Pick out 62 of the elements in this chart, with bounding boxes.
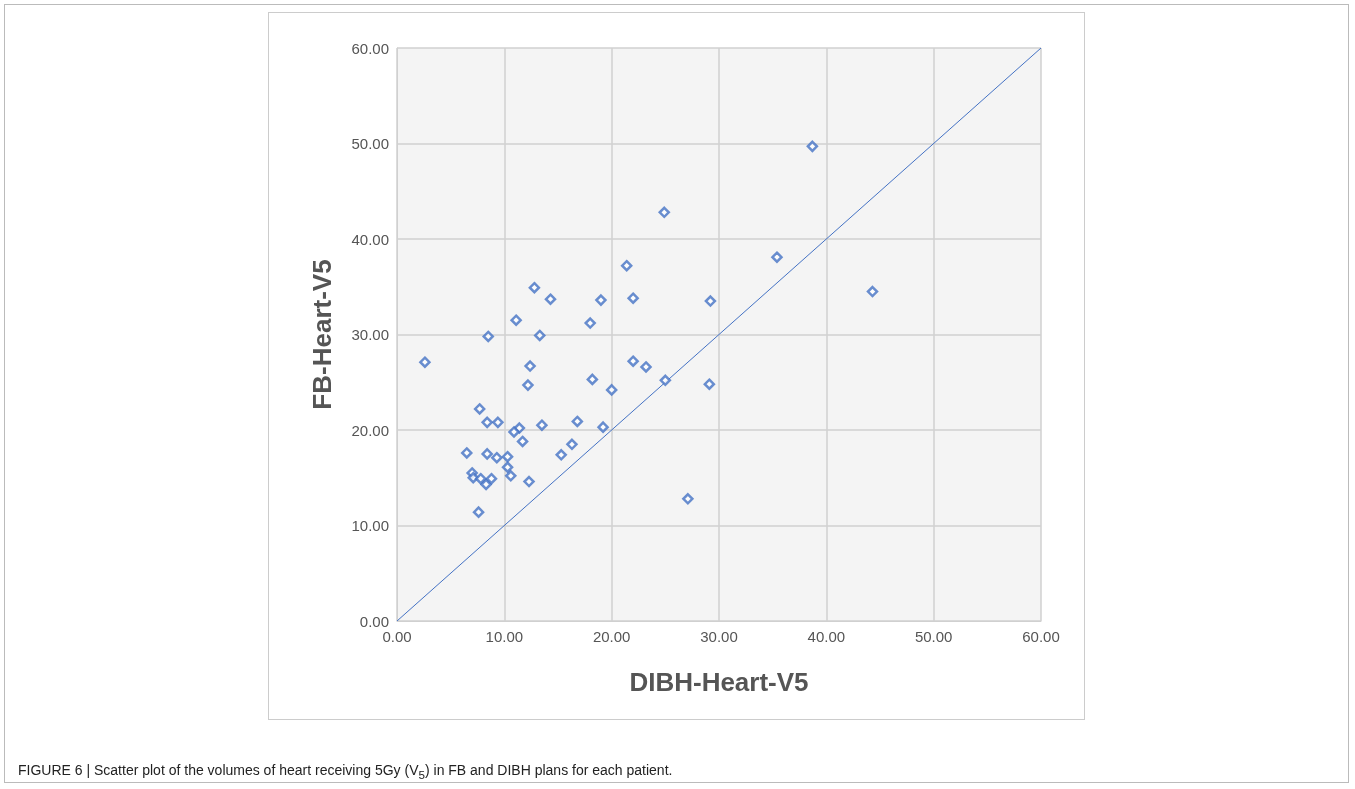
point xyxy=(419,356,431,368)
point xyxy=(627,292,639,304)
point xyxy=(501,461,514,473)
point xyxy=(682,493,694,505)
point xyxy=(522,379,534,391)
point xyxy=(508,426,520,438)
point xyxy=(480,478,492,491)
x-tick-label: 20.00 xyxy=(592,628,631,645)
point xyxy=(474,472,487,485)
x-tick-label: 40.00 xyxy=(807,628,846,645)
point xyxy=(473,403,486,415)
x-axis-title: DIBH-Heart-V5 xyxy=(629,667,809,697)
point xyxy=(536,419,548,431)
caption: FIGURE 6 | Scatter plot of the volumes of heart receiving 5Gy (V$_{5}$) in FB and DIBH plans for each patient. xyxy=(18,762,673,781)
point xyxy=(528,281,541,294)
point xyxy=(659,374,672,387)
point xyxy=(485,472,498,485)
point xyxy=(492,416,504,429)
x-tick-label: 30.00 xyxy=(700,628,738,645)
point xyxy=(491,451,503,464)
point xyxy=(595,294,607,306)
point xyxy=(501,450,514,463)
point xyxy=(481,448,493,460)
point xyxy=(524,360,536,372)
point xyxy=(703,378,716,390)
point xyxy=(806,140,819,153)
point xyxy=(620,259,633,272)
point xyxy=(571,415,584,428)
y-tick-label: 0.00 xyxy=(359,612,389,630)
point xyxy=(627,355,639,367)
point xyxy=(605,384,618,396)
point xyxy=(481,416,493,429)
point xyxy=(472,506,485,518)
point xyxy=(597,421,609,433)
x-tick-label: 0.00 xyxy=(382,628,412,645)
y-tick-label: 60.00 xyxy=(351,39,389,57)
point xyxy=(544,293,557,305)
point xyxy=(566,438,578,451)
y-tick-label: 20.00 xyxy=(351,421,389,439)
point xyxy=(640,361,652,373)
y-tick-label: 10.00 xyxy=(351,517,389,534)
point xyxy=(866,285,879,298)
point xyxy=(704,295,717,307)
point xyxy=(586,373,599,386)
point xyxy=(523,475,535,488)
y-tick-label: 30.00 xyxy=(351,326,389,343)
point xyxy=(555,449,567,461)
x-tick-label: 50.00 xyxy=(914,628,953,645)
point xyxy=(771,251,783,263)
y-axis-title: FB-Heart-V5 xyxy=(307,259,337,410)
point xyxy=(505,470,517,482)
y-tick-label: 50.00 xyxy=(351,135,389,152)
point xyxy=(461,447,473,459)
point xyxy=(584,317,596,329)
y-tick-label: 40.00 xyxy=(351,230,389,248)
point xyxy=(510,314,522,326)
point xyxy=(482,330,494,343)
x-tick-label: 60.00 xyxy=(1022,628,1060,645)
point xyxy=(516,435,529,448)
point xyxy=(658,206,671,219)
x-tick-label: 10.00 xyxy=(485,628,524,645)
point xyxy=(534,329,546,342)
